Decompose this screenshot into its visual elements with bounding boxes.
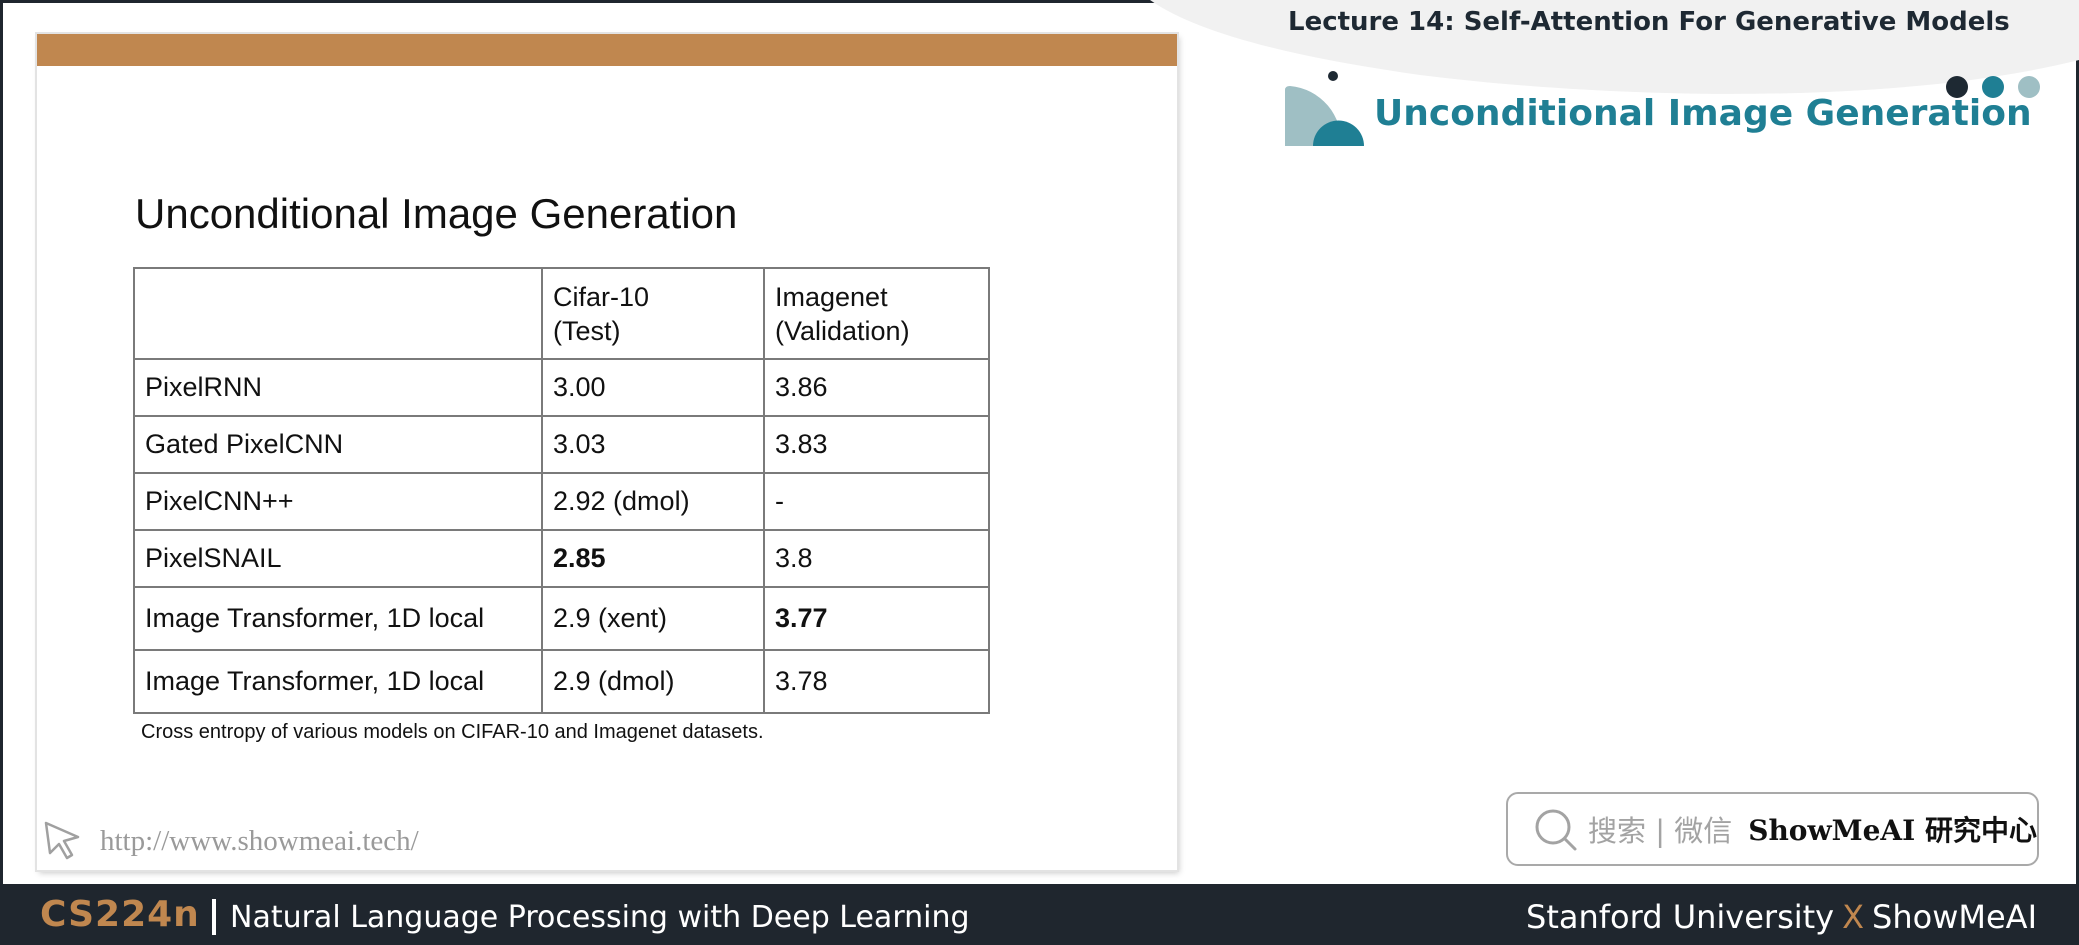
lecture-title: Lecture 14: Self-Attention For Generativ…: [1288, 7, 2010, 37]
cell-cifar: 2.9 (dmol): [541, 649, 765, 714]
cell-model: PixelRNN: [133, 358, 543, 417]
window-frame: [0, 0, 2079, 884]
table-header-row: Cifar-10 (Test) Imagenet (Validation): [133, 267, 990, 360]
search-brand: ShowMeAI 研究中心: [1748, 814, 2037, 847]
header-cell-cifar: Cifar-10 (Test): [541, 267, 765, 360]
cell-model: PixelCNN++: [133, 472, 543, 531]
url-link[interactable]: http://www.showmeai.tech/: [40, 819, 419, 863]
cell-cifar-best: 2.85: [541, 529, 765, 588]
cell-model: Gated PixelCNN: [133, 415, 543, 474]
table-row: PixelRNN 3.00 3.86: [133, 358, 990, 417]
cell-cifar: 3.00: [541, 358, 765, 417]
cell-cifar: 3.03: [541, 415, 765, 474]
header-cell-imagenet: Imagenet (Validation): [763, 267, 990, 360]
decor-dot-dark: [1946, 76, 1968, 98]
cell-imagenet: 3.8: [763, 529, 990, 588]
decor-halfcircle-teal: [1313, 120, 1364, 146]
table-row: Gated PixelCNN 3.03 3.83: [133, 415, 990, 474]
header-cell-model: [133, 267, 543, 360]
cursor-pointer-icon: [44, 821, 80, 860]
header-arc-shape: [1150, 0, 2079, 94]
footer-x: X: [1842, 898, 1865, 936]
decor-dot-small: [1328, 71, 1338, 81]
cell-imagenet: 3.83: [763, 415, 990, 474]
url-text[interactable]: http://www.showmeai.tech/: [100, 824, 419, 857]
table-row: Image Transformer, 1D local 2.9 (dmol) 3…: [133, 649, 990, 714]
cell-model: Image Transformer, 1D local: [133, 649, 543, 714]
search-hint: 搜索 | 微信: [1588, 814, 1733, 848]
search-icon: [1535, 809, 1577, 851]
header-decoration: [1150, 0, 2079, 146]
table-row: PixelCNN++ 2.92 (dmol) -: [133, 472, 990, 531]
footer-course: CS224n: [40, 894, 200, 935]
header-cifar-line1: Cifar-10: [553, 281, 650, 312]
slide-top-bar: [37, 34, 1177, 66]
header-imagenet-line1: Imagenet: [775, 281, 888, 312]
results-table: Cifar-10 (Test) Imagenet (Validation) Pi…: [133, 267, 990, 714]
header-imagenet-line2: (Validation): [775, 315, 910, 346]
table-row: PixelSNAIL 2.85 3.8: [133, 529, 990, 588]
header-cifar-line2: (Test): [553, 315, 621, 346]
table-row: Image Transformer, 1D local 2.9 (xent) 3…: [133, 586, 990, 651]
decor-dot-light: [2018, 76, 2040, 98]
footer-bar: CS224n Natural Language Processing with …: [0, 884, 2079, 945]
cell-cifar: 2.9 (xent): [541, 586, 765, 651]
footer-subtitle: Natural Language Processing with Deep Le…: [230, 900, 970, 935]
section-title: Unconditional Image Generation: [1374, 93, 2032, 134]
cell-model: Image Transformer, 1D local: [133, 586, 543, 651]
cell-imagenet: 3.86: [763, 358, 990, 417]
decor-dot-teal: [1982, 76, 2004, 98]
footer-divider: [212, 899, 216, 935]
cell-imagenet: -: [763, 472, 990, 531]
cell-model: PixelSNAIL: [133, 529, 543, 588]
cell-cifar: 2.92 (dmol): [541, 472, 765, 531]
table-caption: Cross entropy of various models on CIFAR…: [141, 721, 764, 743]
footer-university: Stanford University: [1526, 898, 1835, 936]
footer-credits: Stanford University X ShowMeAI: [1526, 898, 2037, 936]
cell-imagenet-best: 3.77: [763, 586, 990, 651]
search-box[interactable]: 搜索 | 微信 ShowMeAI 研究中心: [1506, 792, 2039, 866]
slide-title: Unconditional Image Generation: [135, 190, 738, 237]
footer-showmeai: ShowMeAI: [1872, 898, 2037, 936]
cell-imagenet: 3.78: [763, 649, 990, 714]
slide-card: Unconditional Image Generation Cifar-10 …: [37, 34, 1177, 870]
